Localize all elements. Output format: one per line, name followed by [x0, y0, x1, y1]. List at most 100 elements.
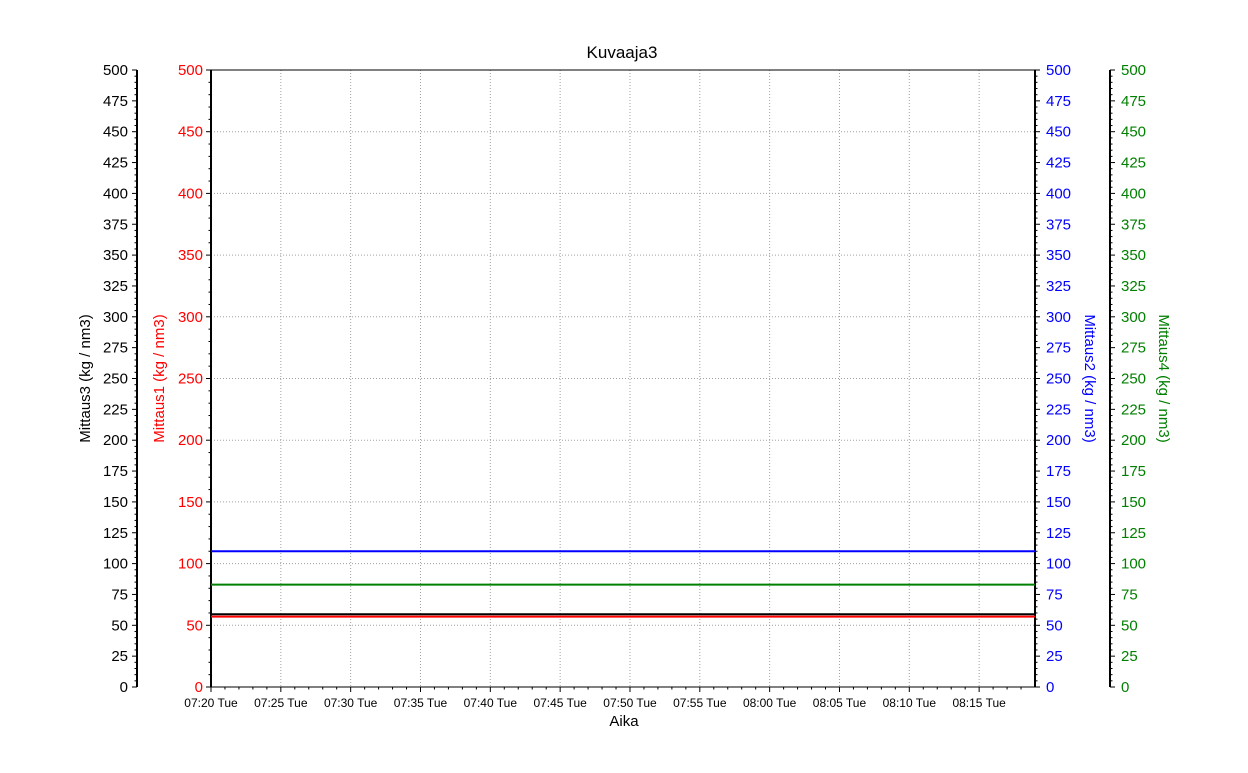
y-axis-title-mittaus2: Mittaus2 (kg / nm3)	[1081, 314, 1098, 442]
chart-title: Kuvaaja3	[587, 43, 658, 62]
y-tick-label: 50	[111, 617, 128, 634]
y-tick-label: 500	[103, 62, 128, 79]
y-tick-label: 475	[1121, 93, 1146, 110]
y-tick-label: 150	[178, 494, 203, 511]
y-tick-label: 325	[1046, 278, 1071, 295]
grid-lines	[211, 70, 1035, 687]
y-tick-label: 250	[1121, 371, 1146, 388]
y-tick-label: 350	[1046, 247, 1071, 264]
y-tick-label: 100	[1121, 556, 1146, 573]
y-tick-label: 300	[178, 309, 203, 326]
y-tick-label: 150	[103, 494, 128, 511]
y-tick-label: 375	[103, 216, 128, 233]
y-tick-label: 350	[1121, 247, 1146, 264]
x-tick-label: 08:00 Tue	[743, 696, 797, 710]
y-tick-label: 450	[178, 124, 203, 141]
y-tick-label: 500	[178, 62, 203, 79]
y-tick-label: 200	[178, 432, 203, 449]
y-tick-label: 350	[178, 247, 203, 264]
y-tick-label: 400	[1121, 185, 1146, 202]
y-tick-label: 75	[1121, 586, 1138, 603]
y-tick-label: 150	[1046, 494, 1071, 511]
y-tick-label: 300	[1121, 309, 1146, 326]
x-tick-label: 08:15 Tue	[952, 696, 1006, 710]
y-tick-label: 300	[1046, 309, 1071, 326]
y-tick-label: 50	[1046, 617, 1063, 634]
y-tick-label: 0	[195, 679, 203, 696]
x-tick-label: 07:30 Tue	[324, 696, 378, 710]
y-tick-label: 200	[103, 432, 128, 449]
y-tick-label: 225	[103, 401, 128, 418]
y-tick-label: 200	[1121, 432, 1146, 449]
y-tick-label: 250	[1046, 371, 1071, 388]
y-tick-label: 0	[1046, 679, 1054, 696]
x-tick-label: 07:45 Tue	[533, 696, 587, 710]
y-tick-label: 175	[1046, 463, 1071, 480]
y-tick-label: 200	[1046, 432, 1071, 449]
y-tick-label: 225	[1121, 401, 1146, 418]
y-tick-label: 325	[103, 278, 128, 295]
y-tick-label: 150	[1121, 494, 1146, 511]
x-tick-label: 07:40 Tue	[464, 696, 518, 710]
y-tick-label: 25	[1046, 648, 1063, 665]
x-tick-label: 07:35 Tue	[394, 696, 448, 710]
y-tick-label: 50	[1121, 617, 1138, 634]
y-tick-label: 75	[111, 586, 128, 603]
y-tick-label: 125	[103, 525, 128, 542]
y-tick-label: 300	[103, 309, 128, 326]
y-tick-label: 400	[1046, 185, 1071, 202]
x-tick-label: 08:05 Tue	[813, 696, 867, 710]
y-tick-label: 375	[1121, 216, 1146, 233]
y-tick-label: 100	[103, 556, 128, 573]
y-tick-label: 100	[178, 556, 203, 573]
y-tick-label: 350	[103, 247, 128, 264]
y-tick-label: 75	[1046, 586, 1063, 603]
x-tick-label: 07:50 Tue	[603, 696, 657, 710]
y-tick-label: 25	[111, 648, 128, 665]
y-axis-title-mittaus4: Mittaus4 (kg / nm3)	[1155, 314, 1172, 442]
x-tick-label: 07:20 Tue	[184, 696, 238, 710]
y-tick-label: 250	[103, 371, 128, 388]
y-tick-label: 0	[1121, 679, 1129, 696]
y-tick-label: 275	[103, 340, 128, 357]
y-tick-label: 25	[1121, 648, 1138, 665]
y-tick-label: 0	[120, 679, 128, 696]
y-tick-label: 400	[178, 185, 203, 202]
y-tick-label: 275	[1046, 340, 1071, 357]
x-axis-label: Aika	[609, 713, 639, 730]
x-tick-label: 07:55 Tue	[673, 696, 727, 710]
y-tick-label: 450	[1121, 124, 1146, 141]
y-axis-mittaus2: 0 25 50 75 100 125 150 175 200 225 250 275 300 325 350…	[1034, 62, 1098, 696]
y-tick-label: 250	[178, 371, 203, 388]
y-tick-label: 425	[103, 155, 128, 172]
y-tick-label: 125	[1121, 525, 1146, 542]
y-tick-label: 325	[1121, 278, 1146, 295]
y-tick-label: 425	[1046, 155, 1071, 172]
x-axis: 07:20 Tue 07:25 Tue 07:30 Tue 07:35 Tue 07:4…	[184, 687, 1022, 710]
y-tick-label: 225	[1046, 401, 1071, 418]
x-tick-label: 08:10 Tue	[883, 696, 937, 710]
y-axis-mittaus3: 0 25 50 75 100 125 150 175 200 225 250 275 300 325 350…	[77, 62, 138, 696]
y-tick-label: 400	[103, 185, 128, 202]
y-tick-label: 450	[1046, 124, 1071, 141]
y-axis-title-mittaus1: Mittaus1 (kg / nm3)	[151, 314, 168, 442]
y-tick-label: 100	[1046, 556, 1071, 573]
y-axis-mittaus1: 0 50 100 150 200 250 300 350 400 450 500 Mittaus1 (…	[151, 62, 212, 696]
y-axis-mittaus4: 0 25 50 75 100 125 150 175 200 225 250 275 300 325 350…	[1109, 62, 1172, 696]
y-tick-label: 475	[1046, 93, 1071, 110]
x-tick-label: 07:25 Tue	[254, 696, 308, 710]
y-tick-label: 175	[103, 463, 128, 480]
y-tick-label: 125	[1046, 525, 1071, 542]
y-tick-label: 375	[1046, 216, 1071, 233]
y-axis-title-mittaus3: Mittaus3 (kg / nm3)	[77, 314, 94, 442]
y-tick-label: 50	[186, 617, 203, 634]
y-tick-label: 275	[1121, 340, 1146, 357]
series-lines	[211, 550, 1035, 618]
y-tick-label: 425	[1121, 155, 1146, 172]
y-tick-label: 450	[103, 124, 128, 141]
y-tick-label: 500	[1121, 62, 1146, 79]
y-tick-label: 475	[103, 93, 128, 110]
y-tick-label: 175	[1121, 463, 1146, 480]
